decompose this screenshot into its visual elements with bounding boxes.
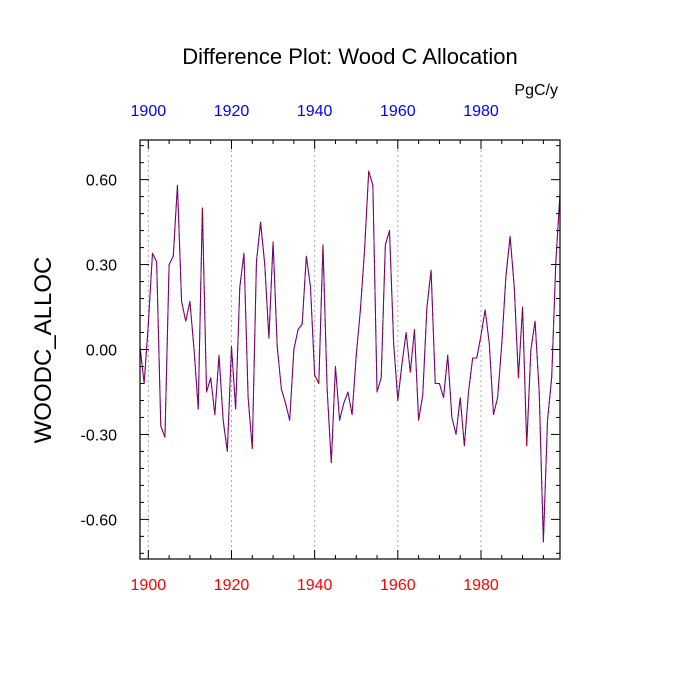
series-line-difference-dashed <box>139 170 561 543</box>
x-tick-labels-top: 1900 1920 1940 1960 1980 <box>131 103 499 120</box>
y-tick-label: -0.30 <box>81 427 118 444</box>
plot-frame <box>139 139 561 560</box>
y-tick-label: -0.60 <box>81 512 118 529</box>
y-tick-label: 0.00 <box>86 343 117 360</box>
x-tick-label-bottom: 1920 <box>214 577 250 594</box>
x-tick-label-top: 1980 <box>463 103 499 120</box>
x-tick-labels-bottom: 1900 1920 1940 1960 1980 <box>131 577 499 594</box>
x-tick-label-top: 1940 <box>297 103 333 120</box>
y-tick-labels: 0.60 0.30 0.00 -0.30 -0.60 <box>81 173 118 530</box>
x-tick-label-top: 1960 <box>380 103 416 120</box>
units-label: PgC/y <box>514 82 558 99</box>
x-tick-label-bottom: 1940 <box>297 577 333 594</box>
x-tick-label-bottom: 1960 <box>380 577 416 594</box>
x-tick-label-bottom: 1980 <box>463 577 499 594</box>
series-lines <box>139 170 561 543</box>
x-tick-label-bottom: 1900 <box>131 577 167 594</box>
y-tick-label: 0.60 <box>86 173 117 190</box>
minor-ticks <box>140 140 560 559</box>
x-tick-label-top: 1900 <box>131 103 167 120</box>
y-tick-label: 0.30 <box>86 258 117 275</box>
major-ticks <box>140 140 560 559</box>
grid-lines <box>147 140 482 559</box>
chart-title: Difference Plot: Wood C Allocation <box>182 44 517 69</box>
y-axis-label: WOODC_ALLOC <box>30 257 57 444</box>
x-tick-label-top: 1920 <box>214 103 250 120</box>
